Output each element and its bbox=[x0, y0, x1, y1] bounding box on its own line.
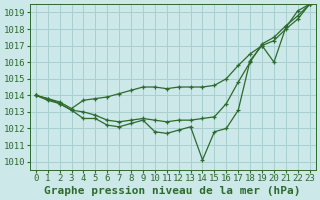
X-axis label: Graphe pression niveau de la mer (hPa): Graphe pression niveau de la mer (hPa) bbox=[44, 186, 301, 196]
